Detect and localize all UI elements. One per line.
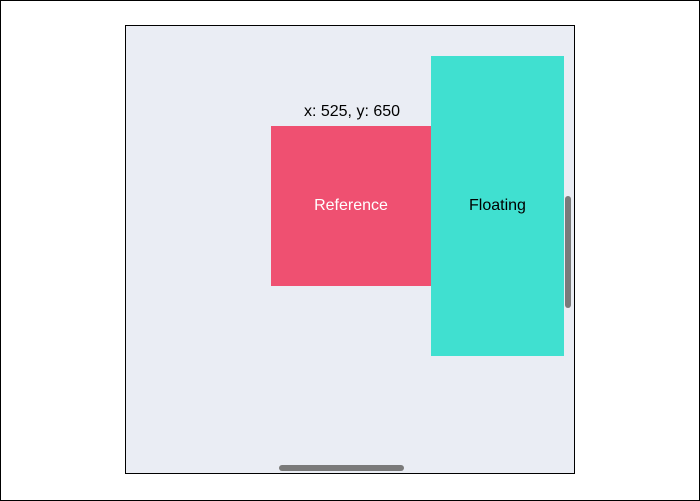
vertical-scrollbar-thumb[interactable] — [565, 196, 571, 308]
horizontal-scrollbar-thumb[interactable] — [279, 465, 404, 471]
coordinates-label: x: 525, y: 650 — [303, 103, 401, 120]
floating-label: Floating — [469, 197, 526, 214]
reference-element[interactable]: Reference — [271, 126, 431, 286]
floating-element[interactable]: Floating — [431, 56, 564, 356]
reference-label: Reference — [314, 197, 388, 214]
scroll-container[interactable]: x: 525, y: 650 Reference Floating — [125, 25, 575, 474]
